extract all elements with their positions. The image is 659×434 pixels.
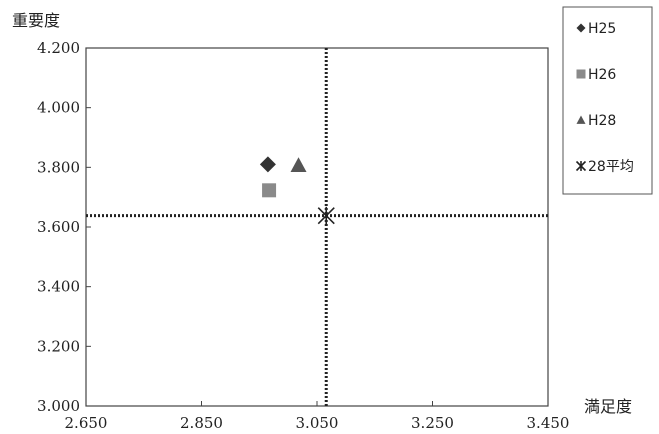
- data-point-square: [262, 183, 277, 198]
- legend: H25 H26 H28 28平均: [562, 6, 653, 195]
- legend-label: 28平均: [588, 159, 634, 175]
- y-tick-label: 3.800: [37, 158, 80, 176]
- x-axis-ticks: 2.650 2.850 3.050 3.250 3.450: [65, 401, 570, 432]
- y-tick-label: 3.000: [37, 397, 80, 415]
- data-point-triangle: [290, 157, 307, 173]
- y-tick-label: 4.200: [37, 39, 80, 57]
- plot-area: [85, 47, 549, 407]
- data-point-diamond: [259, 156, 276, 173]
- y-tick-label: 3.600: [37, 218, 80, 236]
- x-axis-title: 満足度: [584, 397, 632, 416]
- y-axis-title: 重要度: [12, 11, 60, 30]
- x-tick-label: 3.050: [296, 414, 339, 432]
- legend-marker-triangle: [576, 115, 586, 124]
- reference-lines: [86, 48, 548, 406]
- legend-items: H25 H26 H28 28平均: [575, 21, 634, 175]
- legend-label: H26: [588, 67, 616, 83]
- data-point-asterisk: [317, 206, 335, 225]
- legend-marker-square: [576, 69, 586, 79]
- y-tick-label: 3.200: [37, 337, 80, 355]
- y-tick-label: 4.000: [37, 99, 80, 117]
- legend-marker-diamond: [576, 23, 586, 33]
- x-tick-label: 2.650: [65, 414, 108, 432]
- y-tick-label: 3.400: [37, 278, 80, 296]
- x-tick-label: 3.450: [527, 414, 570, 432]
- legend-label: H25: [588, 21, 616, 37]
- data-points: [259, 156, 335, 225]
- legend-label: H28: [588, 113, 616, 129]
- legend-marker-asterisk: [575, 160, 587, 172]
- x-tick-label: 3.250: [411, 414, 454, 432]
- y-axis-ticks: 3.000 3.200 3.400 3.600 3.800 4.000 4.200: [37, 39, 91, 415]
- x-tick-label: 2.850: [180, 414, 223, 432]
